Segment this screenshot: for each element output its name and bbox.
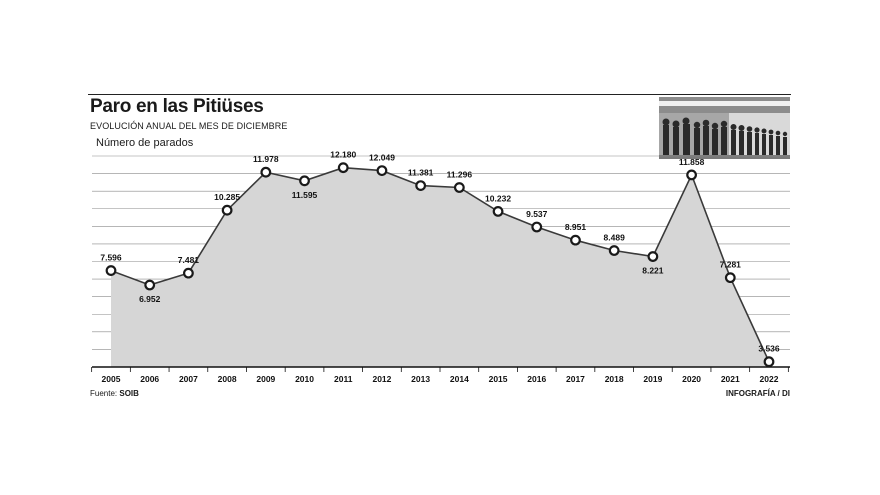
- data-point-2022: [763, 356, 775, 368]
- x-tick-label-2021: 2021: [721, 374, 740, 384]
- data-point-2012: [376, 165, 388, 177]
- data-point-2010: [299, 175, 310, 187]
- area-fill: [111, 167, 769, 367]
- x-tick-label-2005: 2005: [102, 374, 121, 384]
- data-label-2020: 11.858: [679, 157, 705, 167]
- x-tick-label-2009: 2009: [256, 374, 275, 384]
- data-point-2014: [453, 182, 465, 193]
- data-point-2005: [105, 265, 117, 276]
- data-label-2005: 7.596: [100, 253, 122, 263]
- series-line: [110, 166, 770, 363]
- data-point-2011: [337, 162, 349, 174]
- source-name: SOIB: [119, 389, 139, 398]
- x-tick-label-2007: 2007: [179, 374, 198, 384]
- data-label-2012: 12.049: [369, 153, 395, 163]
- x-tick-label-2006: 2006: [140, 374, 159, 384]
- data-label-2009: 11.978: [253, 154, 279, 164]
- chart-title: Paro en las Pitiüses: [90, 96, 264, 117]
- data-point-2016: [531, 221, 543, 233]
- data-label-2014: 11.296: [447, 170, 473, 180]
- data-point-2021: [724, 272, 736, 284]
- data-label-2015: 10.232: [485, 193, 511, 203]
- data-label-2022: 3.536: [758, 344, 780, 354]
- data-label-2011: 12.180: [330, 150, 356, 160]
- data-point-2007: [183, 267, 194, 279]
- crowd-queue-photo: [659, 97, 790, 159]
- data-point-2017: [570, 234, 581, 246]
- data-point-2013: [415, 180, 427, 192]
- x-tick-label-2019: 2019: [643, 374, 662, 384]
- x-tick-label-2020: 2020: [682, 374, 701, 384]
- x-tick-label-2011: 2011: [334, 374, 353, 384]
- y-axis-label: Número de parados: [96, 137, 194, 149]
- data-label-2010: 11.595: [292, 190, 318, 200]
- x-tick-label-2012: 2012: [372, 374, 391, 384]
- x-tick-label-2016: 2016: [527, 374, 546, 384]
- x-tick-label-2015: 2015: [489, 374, 508, 384]
- x-tick-label-2017: 2017: [566, 374, 585, 384]
- x-tick-label-2010: 2010: [295, 374, 314, 384]
- data-label-2017: 8.951: [565, 222, 587, 232]
- x-tick-label-2008: 2008: [218, 374, 237, 384]
- data-label-2018: 8.489: [604, 233, 626, 243]
- data-labels: 7.596 6.952 7.481 10.285 11.978 11.595 12.180 1…: [100, 150, 780, 354]
- data-point-2019: [647, 251, 659, 262]
- data-label-2016: 9.537: [526, 209, 548, 219]
- data-label-2007: 7.481: [178, 255, 200, 265]
- data-point-2006: [144, 279, 156, 291]
- data-label-2006: 6.952: [139, 294, 161, 304]
- data-label-2008: 10.285: [214, 192, 240, 202]
- source-prefix: Fuente:: [90, 389, 118, 398]
- data-point-2018: [608, 245, 620, 256]
- data-point-2020: [686, 169, 697, 181]
- source-note: Fuente: SOIB: [90, 389, 139, 398]
- chart-subtitle: EVOLUCIÓN ANUAL DEL MES DE DICIEMBRE: [90, 121, 288, 131]
- data-label-2021: 7.281: [720, 260, 742, 270]
- x-tick-label-2022: 2022: [760, 374, 779, 384]
- x-tick-label-2014: 2014: [450, 374, 469, 384]
- data-points: [105, 162, 775, 368]
- data-label-2019: 8.221: [642, 266, 664, 276]
- x-tick-labels: 2005 2006 2007 2008 2009 2010 2011 2012 2013 2014…: [102, 374, 779, 384]
- x-axis-ticks: [91, 367, 789, 372]
- photo-illustration: [659, 97, 790, 159]
- x-tick-label-2013: 2013: [411, 374, 430, 384]
- data-point-2015: [492, 205, 504, 217]
- x-tick-label-2018: 2018: [605, 374, 624, 384]
- data-label-2013: 11.381: [408, 168, 434, 178]
- header-rule: [88, 94, 791, 95]
- data-point-2009: [260, 166, 272, 178]
- infographic-credit: INFOGRAFÍA / DI: [725, 389, 790, 398]
- data-point-2008: [221, 204, 233, 216]
